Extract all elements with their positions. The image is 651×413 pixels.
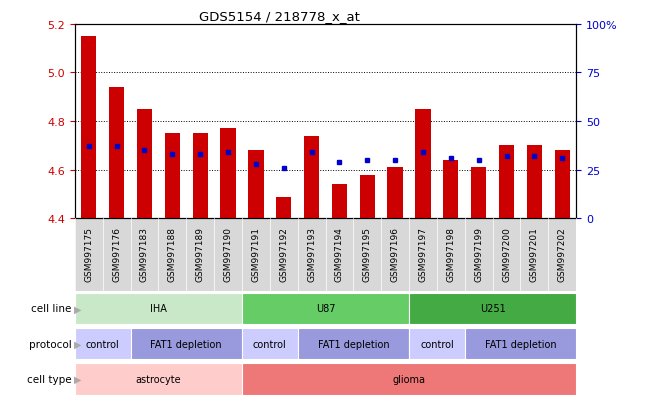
Bar [527, 146, 542, 219]
Bar [499, 146, 514, 219]
Bar [221, 129, 236, 219]
Bar [276, 197, 292, 219]
Text: ▶: ▶ [74, 339, 82, 349]
Bar [109, 88, 124, 219]
Text: FAT1 depletion: FAT1 depletion [318, 339, 389, 349]
Bar [555, 151, 570, 219]
Bar [131, 328, 242, 360]
Text: glioma: glioma [393, 374, 426, 384]
Bar [137, 110, 152, 219]
Bar [465, 328, 576, 360]
Bar [81, 37, 96, 219]
Bar [471, 168, 486, 219]
Bar [359, 175, 375, 219]
Text: control: control [253, 339, 286, 349]
Text: GDS5154 / 218778_x_at: GDS5154 / 218778_x_at [199, 10, 361, 23]
Text: U251: U251 [480, 304, 505, 314]
Bar [193, 134, 208, 219]
Text: ▶: ▶ [74, 304, 82, 314]
Bar [298, 328, 409, 360]
Bar [75, 328, 131, 360]
Bar [332, 185, 347, 219]
Bar [415, 110, 430, 219]
Text: IHA: IHA [150, 304, 167, 314]
Text: control: control [86, 339, 120, 349]
Text: cell line: cell line [31, 304, 72, 314]
Text: protocol: protocol [29, 339, 72, 349]
Text: astrocyte: astrocyte [135, 374, 181, 384]
Text: cell type: cell type [27, 374, 72, 384]
Bar [242, 328, 298, 360]
Bar [304, 136, 319, 219]
Bar [165, 134, 180, 219]
Bar [75, 363, 242, 395]
Text: U87: U87 [316, 304, 335, 314]
Bar [443, 161, 458, 219]
Bar [409, 328, 465, 360]
Text: ▶: ▶ [74, 374, 82, 384]
Bar [75, 293, 242, 325]
Bar [242, 293, 409, 325]
Text: FAT1 depletion: FAT1 depletion [484, 339, 556, 349]
Text: control: control [420, 339, 454, 349]
Bar [409, 293, 576, 325]
Text: FAT1 depletion: FAT1 depletion [150, 339, 222, 349]
Bar [242, 363, 576, 395]
Bar [387, 168, 403, 219]
Bar [248, 151, 264, 219]
